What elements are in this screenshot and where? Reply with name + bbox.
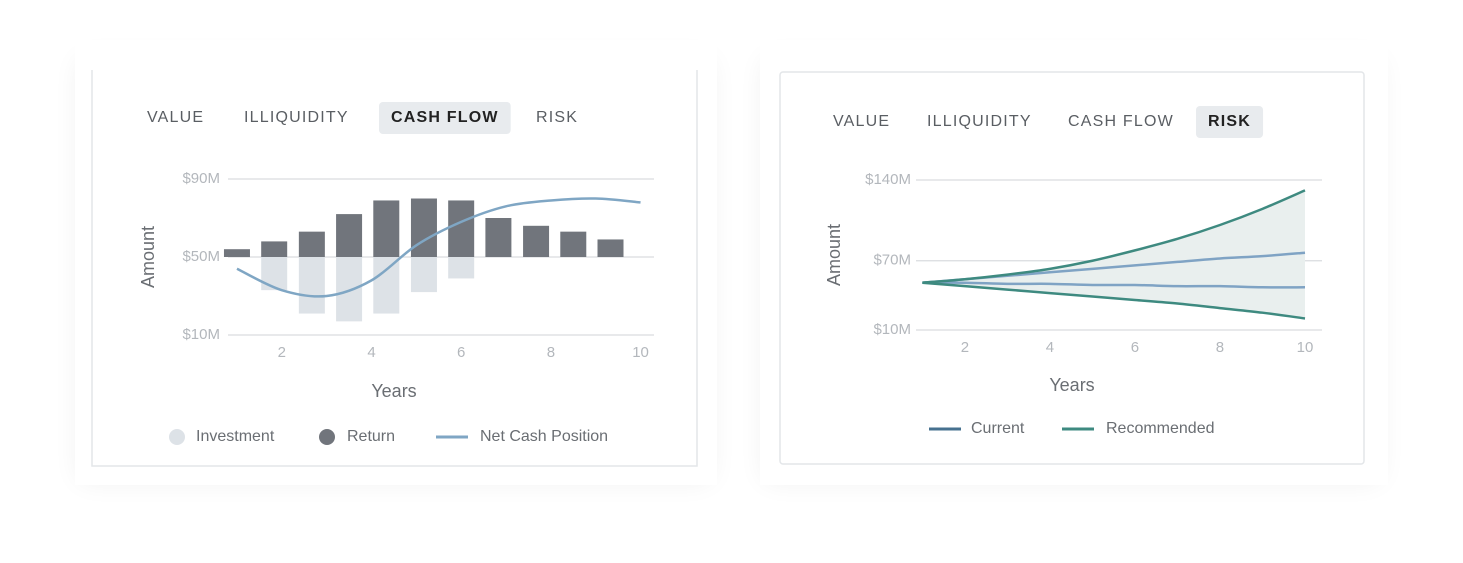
legend-label: Investment [196,428,275,445]
y-tick-label: $10M [182,326,220,343]
bar [373,257,400,314]
bar [597,239,624,257]
y-axis-title: Amount [824,224,844,286]
x-tick-label: 2 [961,339,969,356]
y-tick-label: $70M [873,252,911,269]
tab[interactable]: ILLIQUIDITY [927,113,1032,130]
x-axis-title: Years [1049,375,1094,395]
bar [410,257,437,293]
x-tick-label: 10 [1297,339,1314,356]
bar [560,231,587,257]
series-line [922,281,1306,320]
tab[interactable]: VALUE [147,109,204,126]
tab[interactable]: VALUE [833,113,890,130]
x-axis-title: Years [371,381,416,401]
y-tick-label: $50M [182,248,220,265]
legend-swatch [319,429,335,445]
x-tick-label: 6 [457,344,465,361]
y-axis-title: Amount [138,226,158,288]
legend-label: Current [971,420,1025,437]
bar [298,257,325,314]
series-line [922,281,1305,289]
bar [373,200,400,257]
bar [523,225,550,257]
x-tick-label: 4 [1046,339,1054,356]
legend-label: Recommended [1106,420,1215,437]
x-tick-label: 8 [547,344,555,361]
y-tick-label: $90M [182,170,220,187]
bar [261,257,288,291]
series-line [922,189,1306,284]
tab[interactable]: ILLIQUIDITY [244,109,349,126]
legend-label: Net Cash Position [480,428,608,445]
net-cash-line [236,197,641,298]
x-tick-label: 2 [278,344,286,361]
x-tick-label: 4 [367,344,375,361]
bar [485,218,512,257]
tab[interactable]: RISK [1208,113,1251,130]
tab[interactable]: RISK [536,109,578,126]
tab-active-bg [379,102,511,134]
legend-swatch [169,429,185,445]
bar [261,241,288,257]
bar [336,214,363,257]
bar [223,249,250,257]
bar [336,257,363,322]
bar [448,200,475,257]
tab[interactable]: CASH FLOW [391,109,499,126]
bar [298,231,325,257]
x-tick-label: 10 [632,344,649,361]
legend-label: Return [347,428,395,445]
x-tick-label: 6 [1131,339,1139,356]
x-tick-label: 8 [1216,339,1224,356]
bar [410,198,437,257]
y-tick-label: $140M [865,171,911,188]
bar [448,257,475,279]
tab[interactable]: CASH FLOW [1068,113,1174,130]
y-tick-label: $10M [873,321,911,338]
tab-active-bg [1196,106,1264,138]
